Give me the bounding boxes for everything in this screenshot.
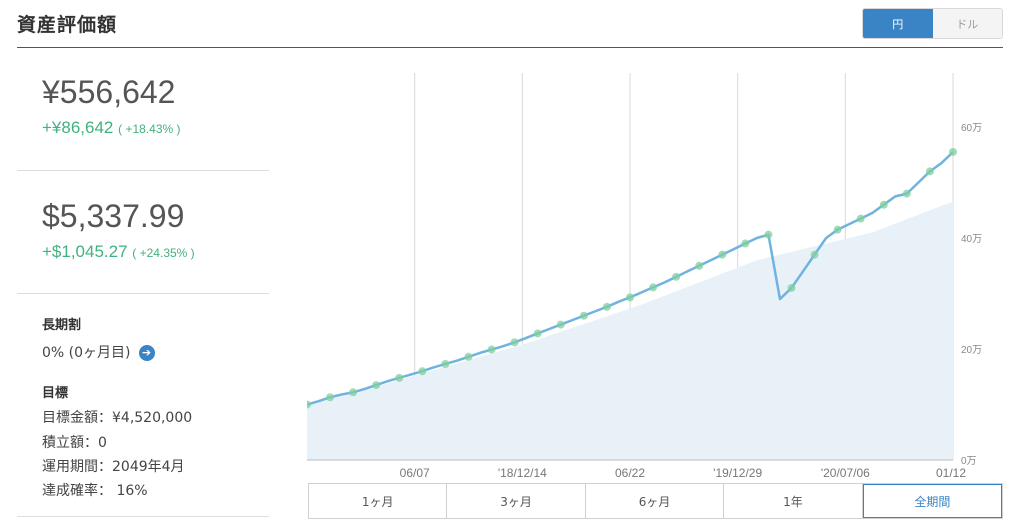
data-point-marker bbox=[510, 338, 519, 347]
asset-chart: 06/07 '18/12/14 06/22 '19/12/29 '20/07/06 01/… bbox=[303, 73, 1007, 483]
data-point-marker bbox=[787, 283, 796, 292]
currency-option-dollar[interactable]: ドル bbox=[932, 9, 1002, 38]
data-point-marker bbox=[695, 261, 704, 270]
y-tick-label: 60万 bbox=[961, 123, 982, 134]
data-point-marker bbox=[487, 345, 496, 354]
data-point-marker bbox=[741, 239, 750, 248]
arrow-right-icon[interactable]: ➔ bbox=[138, 345, 155, 361]
data-point-marker bbox=[441, 359, 450, 368]
period-tabs[interactable]: 1ヶ月 3ヶ月 6ヶ月 1年 全期間 bbox=[308, 483, 1003, 519]
currency-option-yen[interactable]: 円 bbox=[863, 9, 933, 38]
data-point-marker bbox=[533, 329, 542, 338]
tab-3-months[interactable]: 3ヶ月 bbox=[447, 484, 586, 518]
data-point-marker bbox=[764, 230, 773, 239]
data-point-marker bbox=[372, 381, 381, 390]
x-tick-label: 01/12 bbox=[936, 466, 966, 480]
x-tick-label: '18/12/14 bbox=[498, 466, 547, 480]
x-tick-label: 06/22 bbox=[615, 466, 645, 480]
goal-label: 目標 bbox=[42, 386, 69, 401]
data-point-marker bbox=[856, 214, 865, 223]
asset-chart-svg: 06/07 '18/12/14 06/22 '19/12/29 '20/07/06 01/… bbox=[303, 73, 982, 480]
data-point-marker bbox=[349, 388, 358, 397]
goal-target-amount: 目標金額：¥4,520,000 bbox=[42, 410, 193, 426]
long-term-value: 0% (0ヶ月目) bbox=[42, 345, 131, 361]
usd-total-value: $5,337.99 bbox=[42, 198, 185, 234]
data-point-marker bbox=[395, 373, 404, 382]
jpy-change-percent: ( +18.43% ) bbox=[118, 122, 181, 136]
data-point-marker bbox=[833, 225, 842, 234]
y-tick-label: 0万 bbox=[961, 456, 977, 467]
data-point-marker bbox=[949, 147, 957, 156]
x-tick-label: '20/07/06 bbox=[821, 466, 870, 480]
jpy-change: +¥86,642 ( +18.43% ) bbox=[42, 118, 181, 138]
data-point-marker bbox=[649, 283, 658, 292]
data-point-marker bbox=[718, 250, 727, 259]
y-tick-label: 40万 bbox=[961, 234, 982, 245]
x-tick-label: 06/07 bbox=[400, 466, 430, 480]
divider bbox=[17, 293, 269, 294]
data-point-marker bbox=[810, 250, 819, 259]
y-tick-label: 20万 bbox=[961, 345, 982, 356]
data-point-marker bbox=[464, 352, 473, 361]
divider bbox=[17, 170, 269, 171]
long-term-value-row: 0% (0ヶ月目) ➔ bbox=[42, 342, 155, 362]
usd-change: +$1,045.27 ( +24.35% ) bbox=[42, 242, 195, 262]
data-point-marker bbox=[326, 393, 335, 402]
tab-all-period[interactable]: 全期間 bbox=[862, 484, 1003, 518]
page-title: 資産評価額 bbox=[17, 14, 118, 36]
tab-1-year[interactable]: 1年 bbox=[724, 484, 863, 518]
usd-change-percent: ( +24.35% ) bbox=[132, 246, 195, 260]
data-point-marker bbox=[672, 272, 681, 281]
data-point-marker bbox=[925, 167, 934, 176]
contribution-area bbox=[307, 201, 953, 461]
goal-period: 運用期間：2049年4月 bbox=[42, 459, 185, 475]
data-point-marker bbox=[626, 293, 634, 302]
data-point-marker bbox=[879, 200, 888, 209]
jpy-change-amount: +¥86,642 bbox=[42, 118, 114, 137]
x-tick-label: '19/12/29 bbox=[713, 466, 762, 480]
divider bbox=[17, 516, 269, 517]
tab-6-months[interactable]: 6ヶ月 bbox=[586, 484, 725, 518]
tab-1-month[interactable]: 1ヶ月 bbox=[309, 484, 448, 518]
goal-contribution: 積立額：0 bbox=[42, 435, 107, 451]
data-point-marker bbox=[579, 311, 588, 320]
data-point-marker bbox=[556, 320, 565, 329]
usd-change-amount: +$1,045.27 bbox=[42, 242, 128, 261]
data-point-marker bbox=[602, 302, 611, 311]
goal-probability: 達成確率： 16% bbox=[42, 483, 148, 499]
data-point-marker bbox=[418, 367, 427, 376]
header: 資産評価額 円 ドル bbox=[17, 0, 1003, 48]
data-point-marker bbox=[902, 189, 911, 198]
currency-toggle[interactable]: 円 ドル bbox=[862, 8, 1003, 39]
long-term-label: 長期割 bbox=[42, 318, 82, 333]
jpy-total-value: ¥556,642 bbox=[42, 74, 176, 110]
